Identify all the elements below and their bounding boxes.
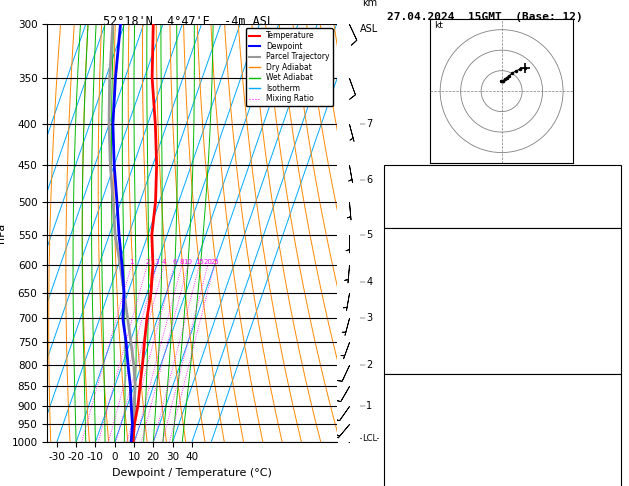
Text: 4: 4 [162,259,166,265]
Text: LCL: LCL [362,434,377,443]
Text: 3: 3 [155,259,159,265]
Text: 8.5: 8.5 [600,275,618,285]
Text: 27.04.2024  15GMT  (Base: 12): 27.04.2024 15GMT (Base: 12) [387,12,582,22]
Text: kt: kt [434,20,443,30]
Text: 2: 2 [145,259,150,265]
Text: 3: 3 [612,317,618,327]
Text: 25: 25 [210,259,219,265]
Text: © weatheronline.co.uk: © weatheronline.co.uk [387,471,499,480]
Text: Temp (°C): Temp (°C) [389,254,443,264]
Y-axis label: hPa: hPa [0,223,6,243]
Text: 20: 20 [203,259,212,265]
Text: CAPE (J): CAPE (J) [389,338,437,348]
Text: CAPE (J): CAPE (J) [389,463,437,473]
Text: 3: 3 [366,313,372,324]
Text: ASL: ASL [360,24,379,35]
Text: 0: 0 [612,463,618,473]
Text: 15: 15 [195,259,204,265]
Text: 302: 302 [600,421,618,432]
Text: 6: 6 [366,175,372,185]
X-axis label: Dewpoint / Temperature (°C): Dewpoint / Temperature (°C) [112,468,272,478]
Text: Totals Totals: Totals Totals [389,191,467,202]
Text: Most Unstable: Most Unstable [464,380,542,390]
Text: 2: 2 [612,442,618,452]
Text: 2: 2 [366,360,372,370]
Text: θᴱ(K): θᴱ(K) [389,296,419,306]
Legend: Temperature, Dewpoint, Parcel Trajectory, Dry Adiabat, Wet Adiabat, Isotherm, Mi: Temperature, Dewpoint, Parcel Trajectory… [245,28,333,106]
Text: 1: 1 [130,259,134,265]
Text: 0: 0 [612,484,618,486]
Text: 750: 750 [600,400,618,411]
Text: θᴱ (K): θᴱ (K) [389,421,425,432]
Text: K: K [389,171,395,181]
Text: 1: 1 [366,400,372,411]
Text: 6: 6 [172,259,177,265]
Text: 26: 26 [606,171,618,181]
Text: Surface: Surface [482,233,523,243]
Text: CIN (J): CIN (J) [389,484,431,486]
Text: 1.86: 1.86 [594,212,618,223]
Text: km: km [362,0,377,8]
Text: 7: 7 [612,338,618,348]
Text: 301: 301 [600,296,618,306]
Text: 7: 7 [366,119,372,129]
Text: 9.5: 9.5 [600,254,618,264]
Text: Lifted Index: Lifted Index [389,442,460,452]
Text: 52: 52 [606,191,618,202]
Text: CIN (J): CIN (J) [389,359,431,369]
Text: 10: 10 [184,259,192,265]
Text: Dewp (°C): Dewp (°C) [389,275,443,285]
Text: Pressure (mb): Pressure (mb) [389,400,467,411]
Text: Lifted Index: Lifted Index [389,317,460,327]
Text: 52°18'N  4°47'E  -4m ASL: 52°18'N 4°47'E -4m ASL [103,15,274,28]
Text: 8: 8 [180,259,184,265]
Text: 7: 7 [612,359,618,369]
Text: 4: 4 [366,277,372,287]
Text: 5: 5 [366,230,372,240]
Text: PW (cm): PW (cm) [389,212,431,223]
